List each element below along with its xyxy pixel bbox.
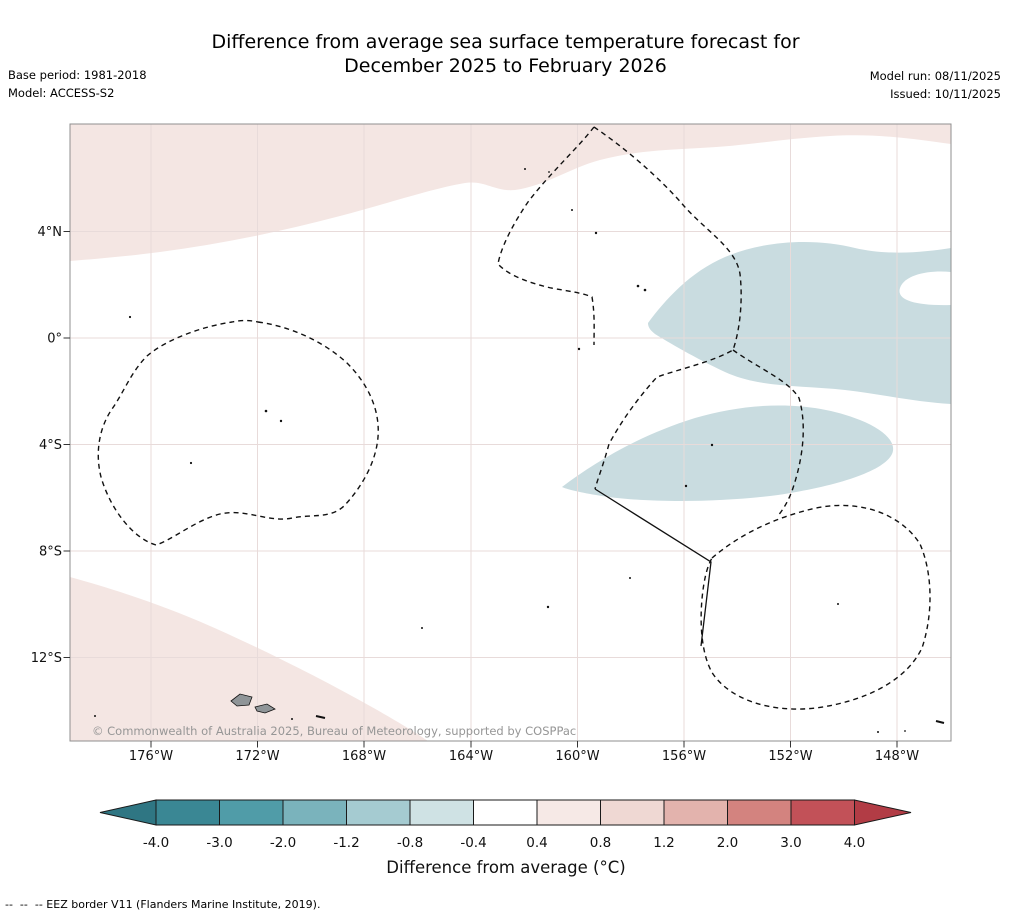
page-title: Difference from average sea surface temp… [0, 30, 1011, 78]
cb-tick: -0.8 [397, 835, 423, 851]
cb-tick: -0.4 [460, 835, 486, 851]
cb-tick: 3.0 [780, 835, 801, 851]
model-run-text: Model run: 08/11/2025 [869, 69, 1001, 83]
cb-tick: 0.8 [590, 835, 611, 851]
colorbar-segment [600, 799, 665, 826]
cb-tick: 1.2 [653, 835, 674, 851]
island-chain [935, 720, 945, 724]
eez-border-southeast-blob [700, 504, 931, 710]
colorbar-segment [409, 799, 474, 826]
island-savaii [230, 693, 253, 707]
colorbar-segment [155, 799, 220, 826]
model-text: Model: ACCESS-S2 [8, 86, 115, 100]
eez-border-west-blob [97, 319, 379, 546]
colorbar-segment [663, 799, 728, 826]
lat-label-4n: 4°N [38, 225, 63, 240]
colorbar-tick-labels: -4.0 -3.0 -2.0 -1.2 -0.8 -0.4 0.4 0.8 1.… [143, 835, 865, 851]
model-info: Base period: 1981-2018 Model: ACCESS-S2 [8, 66, 147, 102]
island-upolu [254, 703, 276, 714]
lon-label-148w: 148°W [875, 749, 919, 764]
lat-label-0: 0° [47, 332, 62, 347]
eez-borders [97, 126, 931, 710]
base-period-text: Base period: 1981-2018 [8, 68, 147, 82]
eez-border-east-diagonal [732, 349, 804, 518]
colorbar-segment [790, 799, 855, 826]
lon-label-168w: 168°W [342, 749, 386, 764]
colorbar-segment [346, 799, 411, 826]
colorbar-segment [282, 799, 347, 826]
longitude-labels: 176°W 172°W 168°W 164°W 160°W 156°W 152°… [129, 749, 919, 764]
axis-ticks [63, 231, 898, 748]
cb-tick: -4.0 [143, 835, 169, 851]
eez-legend-note: -- -- -- EEZ border V11 (Flanders Marine… [5, 898, 321, 911]
eez-border-top-right-side [593, 126, 742, 490]
lon-label-160w: 160°W [555, 749, 599, 764]
copyright-text: © Commonwealth of Australia 2025, Bureau… [92, 724, 576, 738]
lon-label-172w: 172°W [235, 749, 279, 764]
colorbar-axis-label: Difference from average (°C) [386, 858, 625, 877]
negative-anomaly-region-east [648, 241, 951, 404]
negative-anomaly-region-central [562, 405, 894, 501]
island-chain [315, 715, 326, 719]
eez-border-top-left-side [497, 126, 595, 346]
positive-anomaly-region-southwest [70, 577, 428, 741]
sst-anomaly-map: 4°N 0° 4°S 8°S 12°S 176°W 172°W 168°W 16… [31, 123, 952, 764]
lat-label-8s: 8°S [39, 545, 62, 560]
cb-tick: 4.0 [844, 835, 865, 851]
anomaly-fill-regions [70, 124, 951, 741]
solid-border-line [594, 488, 712, 647]
latitude-labels: 4°N 0° 4°S 8°S 12°S [31, 225, 62, 666]
colorbar-segment [473, 799, 538, 826]
lat-label-12s: 12°S [31, 651, 62, 666]
colorbar-arrow-left [99, 799, 157, 826]
title-line-2: December 2025 to February 2026 [344, 55, 667, 77]
colorbar-segment [727, 799, 792, 826]
colorbar-segment [536, 799, 601, 826]
lat-label-4s: 4°S [39, 438, 62, 453]
cb-tick: -1.2 [333, 835, 359, 851]
lon-label-156w: 156°W [662, 749, 706, 764]
issued-text: Issued: 10/11/2025 [890, 87, 1001, 101]
cb-tick: -2.0 [270, 835, 296, 851]
cb-tick: 0.4 [526, 835, 547, 851]
lon-label-152w: 152°W [768, 749, 812, 764]
colorbar-arrow-right [854, 799, 912, 826]
islands [94, 168, 945, 733]
run-info: Model run: 08/11/2025 Issued: 10/11/2025 [870, 67, 1001, 103]
colorbar-segment [219, 799, 284, 826]
title-line-1: Difference from average sea surface temp… [211, 31, 800, 53]
cb-tick: -3.0 [206, 835, 232, 851]
map-frame [69, 123, 952, 742]
positive-anomaly-region-north [70, 124, 951, 261]
colorbar: -4.0 -3.0 -2.0 -1.2 -0.8 -0.4 0.4 0.8 1.… [99, 799, 912, 877]
lon-label-176w: 176°W [129, 749, 173, 764]
lon-label-164w: 164°W [449, 749, 493, 764]
cb-tick: 2.0 [717, 835, 738, 851]
gridlines [70, 124, 951, 741]
